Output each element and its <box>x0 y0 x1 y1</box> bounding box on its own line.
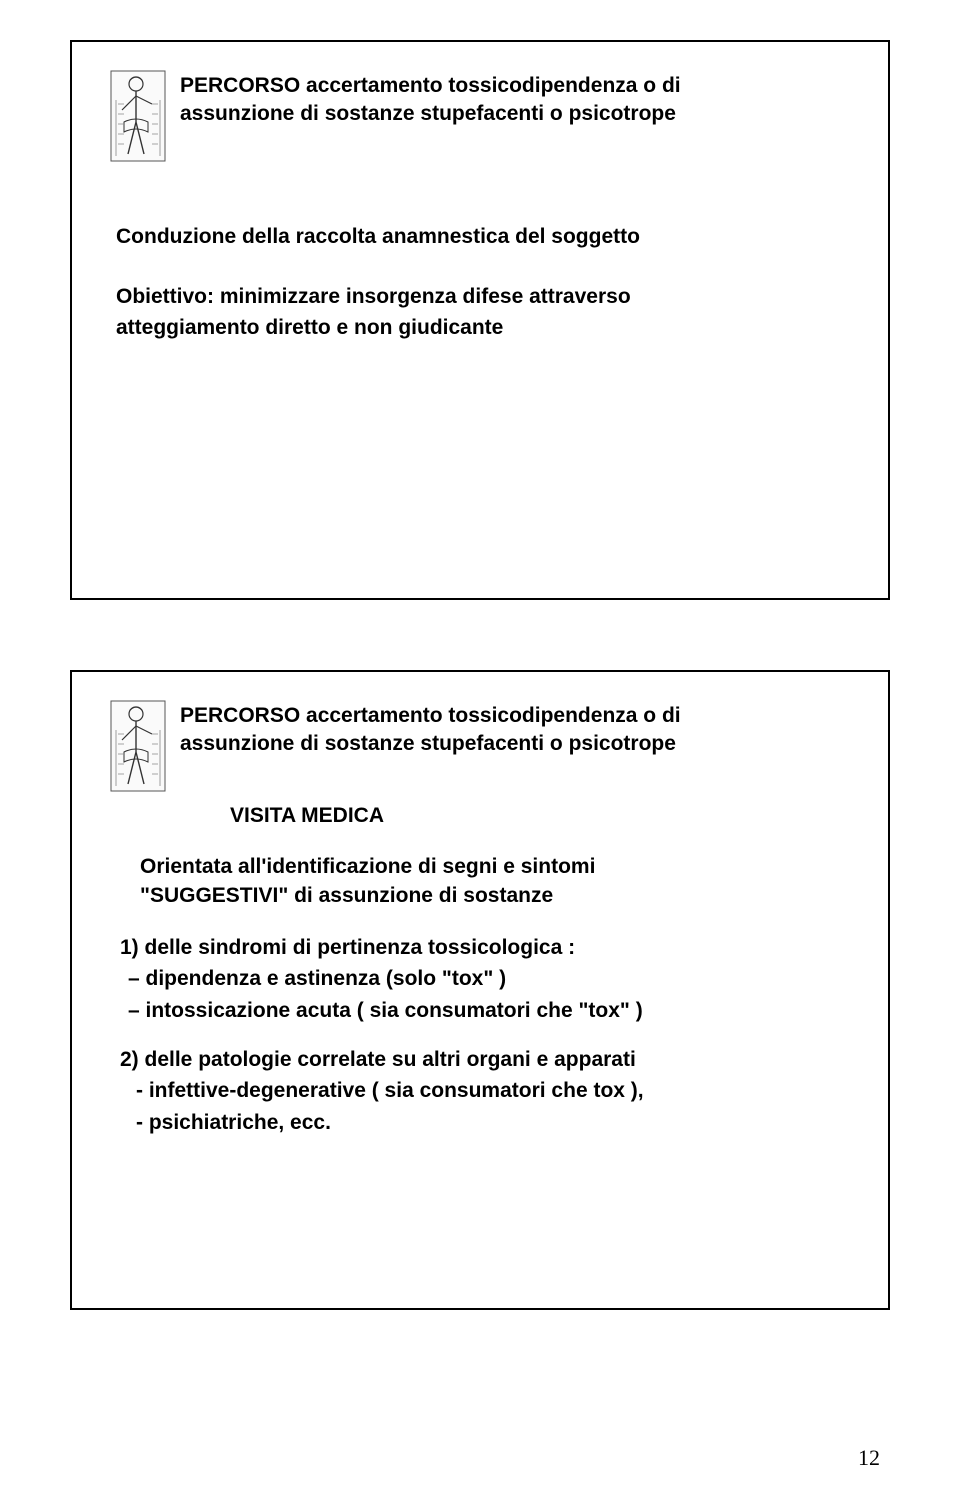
slide2-header: PERCORSO accertamento tossicodipendenza … <box>110 700 850 792</box>
slide1-para2b: atteggiamento diretto e non giudicante <box>116 313 850 343</box>
slide1-para1: Conduzione della raccolta anamnestica de… <box>116 222 850 252</box>
slide2-title: PERCORSO accertamento tossicodipendenza … <box>180 700 681 759</box>
slide2-list: 1) delle sindromi di pertinenza tossicol… <box>120 933 850 1137</box>
slide2-intro-line2: "SUGGESTIVI" di assunzione di sostanze <box>140 881 850 910</box>
slide1-title: PERCORSO accertamento tossicodipendenza … <box>180 70 681 129</box>
relief-figure-icon <box>110 700 166 792</box>
slide2-section: VISITA MEDICA <box>230 804 850 828</box>
slide2-title-line2: assunzione di sostanze stupefacenti o ps… <box>180 730 681 758</box>
slide2-item2: 2) delle patologie correlate su altri or… <box>120 1045 850 1074</box>
relief-figure-icon <box>110 70 166 162</box>
slide2-item1b: – intossicazione acuta ( sia consumatori… <box>128 996 850 1025</box>
slide1-header: PERCORSO accertamento tossicodipendenza … <box>110 70 850 162</box>
slide2-item2b: - psichiatriche, ecc. <box>136 1108 850 1137</box>
slide2-item1a: – dipendenza e astinenza (solo "tox" ) <box>128 964 850 993</box>
slide1-title-line1: PERCORSO accertamento tossicodipendenza … <box>180 72 681 100</box>
slide1-body: Conduzione della raccolta anamnestica de… <box>116 222 850 343</box>
slide1-para2a: Obiettivo: minimizzare insorgenza difese… <box>116 282 850 312</box>
slide2-title-line1: PERCORSO accertamento tossicodipendenza … <box>180 702 681 730</box>
page-number: 12 <box>858 1445 880 1471</box>
slide-2: PERCORSO accertamento tossicodipendenza … <box>70 670 890 1310</box>
slide2-intro: Orientata all'identificazione di segni e… <box>140 852 850 911</box>
slide1-title-line2: assunzione di sostanze stupefacenti o ps… <box>180 100 681 128</box>
slide2-intro-line1: Orientata all'identificazione di segni e… <box>140 852 850 881</box>
slide2-item2a: - infettive-degenerative ( sia consumato… <box>136 1076 850 1105</box>
slide2-item1: 1) delle sindromi di pertinenza tossicol… <box>120 933 850 962</box>
slide-1: PERCORSO accertamento tossicodipendenza … <box>70 40 890 600</box>
